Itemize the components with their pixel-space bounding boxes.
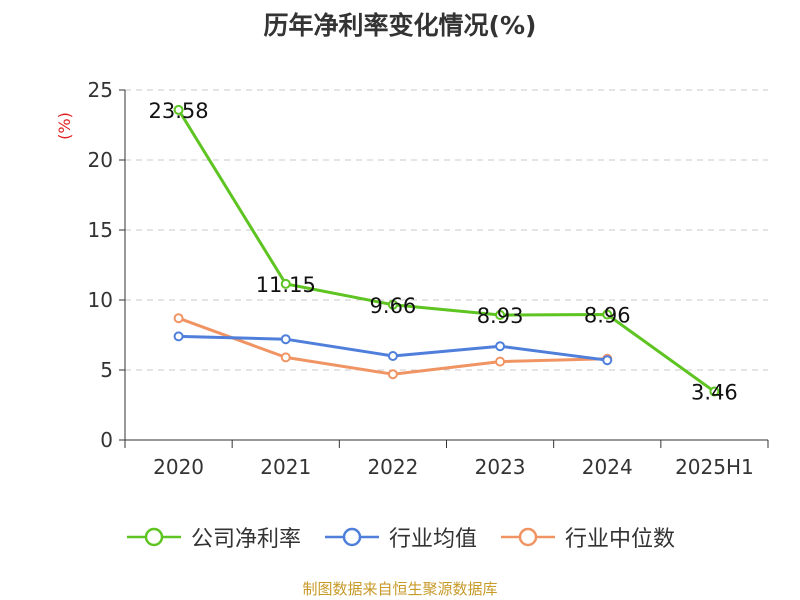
legend-circle xyxy=(144,527,164,547)
data-point xyxy=(602,355,613,366)
source-note: 制图数据来自恒生聚源数据库 xyxy=(302,580,498,598)
legend-label: 行业均值 xyxy=(388,527,477,552)
data-label: 11.15 xyxy=(256,273,316,297)
data-point xyxy=(173,313,184,324)
data-point xyxy=(495,356,506,367)
data-labels: 23.58 11.15 9.66 8.93 8.96 3.46 xyxy=(149,99,738,405)
y-tick-label: 20 xyxy=(88,148,113,172)
x-tick-label: 2025H1 xyxy=(675,455,754,479)
chart-title: 历年净利率变化情况(%) xyxy=(263,11,537,40)
legend-item[interactable]: 公司净利率 xyxy=(125,521,301,553)
legend-line-circle-icon xyxy=(501,527,555,547)
data-point xyxy=(602,309,613,320)
data-label: 23.58 xyxy=(149,99,209,123)
data-point xyxy=(495,341,506,352)
data-label: 3.46 xyxy=(691,381,738,405)
x-tick-label: 2020 xyxy=(153,455,204,479)
data-point xyxy=(280,278,291,289)
data-point xyxy=(280,352,291,363)
legend-item[interactable]: 行业均值 xyxy=(323,521,477,553)
legend-circle xyxy=(342,527,362,547)
data-point xyxy=(173,331,184,342)
axes: 0 5 10 15 20 25 2020 2021 2022 2023 2024 2025H1 (%) xyxy=(55,78,769,479)
data-label: 9.66 xyxy=(370,294,417,318)
legend-line-circle-icon xyxy=(126,527,181,547)
data-label: 8.93 xyxy=(477,304,524,328)
legend-line-circle-icon xyxy=(324,527,379,547)
y-axis-label: (%) xyxy=(55,112,74,140)
x-tick-label: 2024 xyxy=(582,455,633,479)
legend: 公司净利率 行业均值 行业中位数 xyxy=(0,520,800,554)
data-point xyxy=(280,334,291,345)
y-tick-label: 15 xyxy=(88,218,113,242)
data-point xyxy=(173,104,184,115)
data-point xyxy=(709,386,720,397)
x-tick-label: 2023 xyxy=(475,455,526,479)
y-tick-label: 5 xyxy=(100,358,113,382)
grid-lines xyxy=(125,89,768,371)
x-tick-label: 2021 xyxy=(260,455,311,479)
legend-item[interactable]: 行业中位数 xyxy=(499,521,675,553)
y-tick-label: 0 xyxy=(100,428,113,452)
series-line xyxy=(177,109,716,393)
data-point xyxy=(387,299,398,310)
legend-label: 行业中位数 xyxy=(565,527,676,552)
y-tick-label: 10 xyxy=(88,288,113,312)
x-tick-label: 2022 xyxy=(367,455,418,479)
series-lines xyxy=(173,104,720,397)
series-line xyxy=(178,316,608,376)
legend-circle xyxy=(518,527,538,547)
legend-label: 公司净利率 xyxy=(190,527,301,552)
data-point xyxy=(387,351,398,361)
y-tick-label: 25 xyxy=(88,78,113,102)
data-point xyxy=(387,369,398,380)
data-label: 8.96 xyxy=(584,304,631,328)
data-point xyxy=(495,309,506,320)
